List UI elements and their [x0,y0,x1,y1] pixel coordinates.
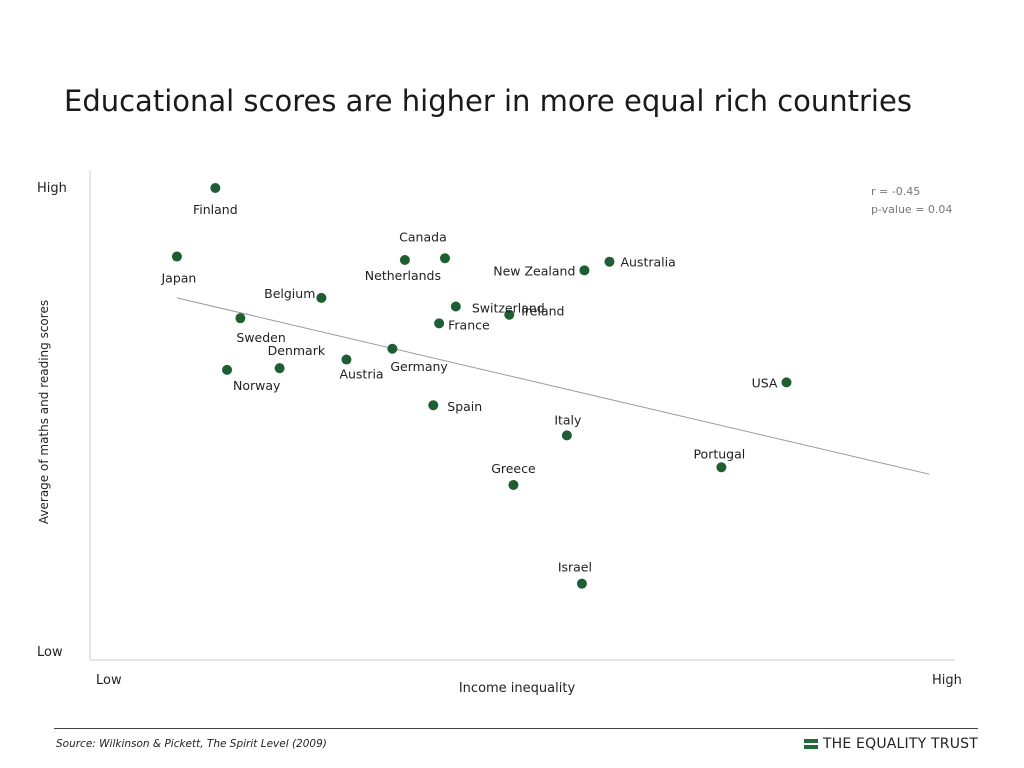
trendline [176,297,930,475]
data-label-france: France [448,317,490,332]
data-label-norway: Norway [233,378,281,393]
data-point-greece [508,479,519,490]
data-point-israel [576,578,587,589]
data-label-germany: Germany [390,359,448,374]
data-label-italy: Italy [554,412,582,427]
data-label-belgium: Belgium [264,286,315,301]
data-point-austria [341,354,352,365]
data-point-japan [171,251,182,262]
data-label-denmark: Denmark [268,343,326,358]
data-label-israel: Israel [558,560,592,575]
y-axis-label: Average of maths and reading scores [37,300,51,524]
data-point-new-zealand [579,265,590,276]
logo-text: THE EQUALITY TRUST [822,736,978,752]
data-point-canada [439,253,450,264]
x-tick-label-high: High [932,673,962,688]
data-label-australia: Australia [620,255,675,270]
data-point-norway [222,364,233,375]
data-label-ireland: Ireland [521,304,564,319]
data-point-switzerland [450,301,461,312]
data-label-greece: Greece [491,461,536,476]
data-label-netherlands: Netherlands [365,268,441,283]
data-point-portugal [716,462,727,473]
slide-title: Educational scores are higher in more eq… [64,84,912,118]
data-label-spain: Spain [447,399,482,414]
y-tick-label-low: Low [37,645,63,660]
data-point-spain [428,400,439,411]
data-label-sweden: Sweden [236,330,285,345]
data-point-usa [781,377,792,388]
data-label-finland: Finland [193,202,238,217]
logo-bars-icon [803,739,818,749]
data-point-germany [387,343,398,354]
data-label-canada: Canada [399,229,447,244]
correlation-annotation: r = -0.45 [871,185,920,198]
data-label-switzerland: Switzerland [472,301,545,316]
data-label-japan: Japan [160,271,196,286]
data-label-portugal: Portugal [693,446,745,461]
data-point-labels: Finland Japan Canada Netherlands Australia Ne… [160,202,777,575]
y-tick-label-high: High [37,181,67,196]
data-point-australia [604,256,615,267]
footer-divider [54,728,978,729]
data-point-sweden [235,313,246,324]
data-point-netherlands [399,254,410,265]
p-value-annotation: p-value = 0.04 [871,203,952,216]
x-axis-label: Income inequality [459,681,576,696]
data-point-denmark [274,363,285,374]
data-label-usa: USA [752,375,778,390]
data-point-ireland [504,309,515,320]
data-point-france [434,318,445,329]
data-points [171,183,792,589]
data-point-belgium [316,292,327,303]
data-point-finland [210,183,221,193]
x-tick-label-low: Low [96,673,122,688]
data-label-austria: Austria [339,367,383,382]
data-point-italy [561,430,572,441]
source-citation: Source: Wilkinson & Pickett, The Spirit … [56,738,327,750]
equality-trust-logo: THE EQUALITY TRUST [803,736,978,752]
data-label-new-zealand: New Zealand [493,263,575,278]
